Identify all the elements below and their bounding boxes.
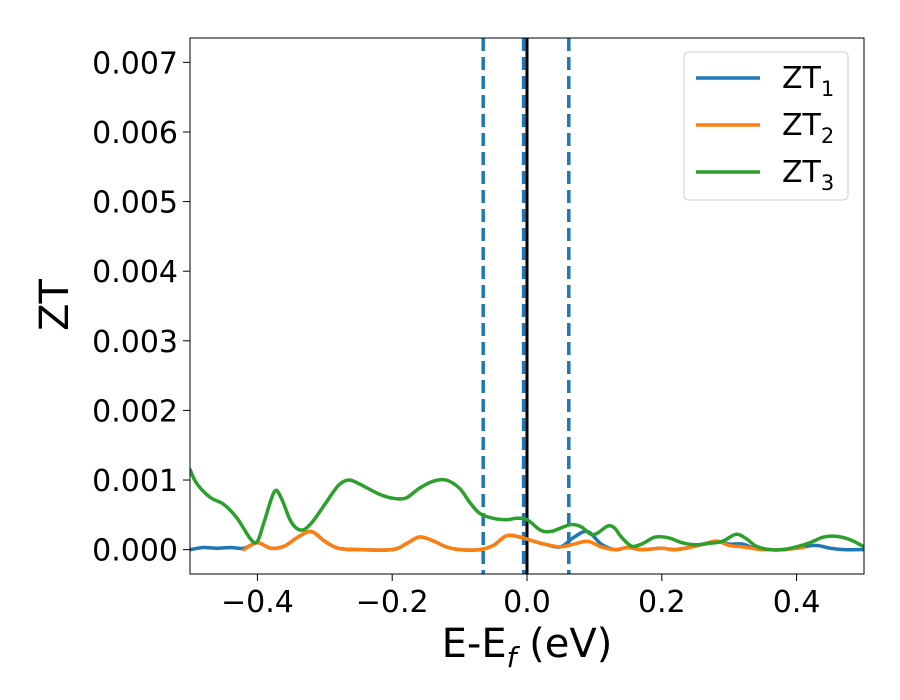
y-tick-label: 0.006	[92, 116, 178, 151]
legend-label-zt3: ZT3	[782, 155, 834, 195]
x-tick-label: 0.4	[773, 585, 821, 620]
y-tick-label: 0.000	[92, 534, 178, 569]
series-lines	[190, 467, 864, 552]
y-axis-label: ZT	[32, 279, 78, 331]
legend: ZT1 ZT2 ZT3	[683, 51, 849, 201]
series-line-zt3	[190, 467, 864, 552]
y-tick-label: 0.007	[92, 46, 178, 81]
x-tick-label: −0.4	[221, 585, 294, 620]
y-tick-label: 0.005	[92, 186, 178, 221]
legend-label-zt2: ZT2	[782, 108, 834, 148]
x-tick-label: 0.0	[503, 585, 551, 620]
vertical-lines	[481, 38, 571, 574]
x-axis-label: E-Ef (eV)	[442, 621, 613, 674]
y-tick-label: 0.004	[92, 255, 178, 290]
y-tick-label: 0.003	[92, 325, 178, 360]
x-tick-label: −0.2	[356, 585, 429, 620]
x-tick-label: 0.2	[638, 585, 686, 620]
y-axis: 0.000 0.001 0.002 0.003 0.004 0.005 0.006 0.007	[92, 46, 190, 569]
y-tick-label: 0.002	[92, 394, 178, 429]
x-axis: −0.4 −0.2 0.0 0.2 0.4	[221, 574, 820, 620]
legend-box	[683, 51, 849, 201]
legend-label-zt1: ZT1	[782, 61, 834, 101]
y-tick-label: 0.001	[92, 464, 178, 499]
